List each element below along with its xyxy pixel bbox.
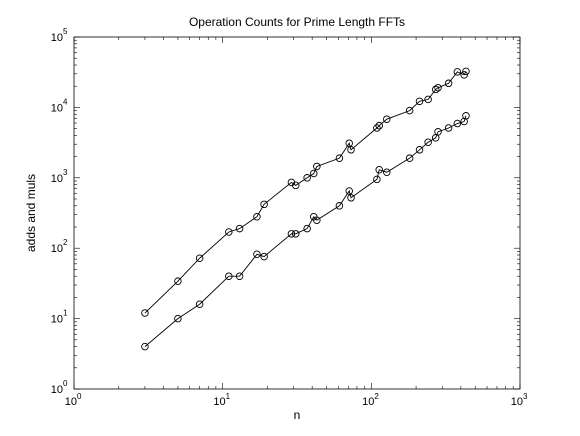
data-point bbox=[444, 124, 453, 132]
x-tick-label-exponent: 2 bbox=[374, 392, 379, 401]
data-point bbox=[174, 314, 182, 323]
data-point bbox=[383, 115, 391, 123]
data-point bbox=[303, 174, 311, 182]
y-tick-label-exponent: 1 bbox=[63, 309, 68, 318]
series-layer bbox=[141, 67, 470, 351]
y-tick-label-exponent: 4 bbox=[63, 97, 68, 106]
data-point bbox=[347, 194, 355, 202]
data-point bbox=[373, 124, 381, 132]
data-point bbox=[405, 106, 414, 115]
data-point bbox=[225, 272, 233, 280]
data-point bbox=[453, 119, 462, 128]
data-point bbox=[434, 128, 442, 136]
x-axis-label: n bbox=[294, 408, 301, 422]
data-point bbox=[415, 97, 424, 106]
data-point bbox=[460, 71, 468, 79]
x-tick-label: 10 0 bbox=[65, 392, 82, 408]
y-tick-label: 104 bbox=[51, 97, 68, 114]
x-tick-label-base: 10 bbox=[511, 396, 523, 408]
data-point bbox=[225, 228, 233, 236]
data-point bbox=[415, 146, 424, 154]
y-tick-label: 105 bbox=[51, 27, 68, 44]
y-tick-label-base: 10 bbox=[51, 243, 63, 255]
data-point bbox=[345, 187, 353, 195]
data-point bbox=[195, 254, 204, 262]
data-point bbox=[431, 85, 440, 94]
data-point bbox=[310, 169, 318, 178]
data-point bbox=[335, 154, 344, 162]
data-point bbox=[373, 175, 381, 184]
data-point bbox=[424, 138, 432, 146]
x-tick-labels: 10 0 10 1 10 2 10 3 bbox=[65, 392, 528, 408]
data-point bbox=[405, 154, 414, 162]
data-point bbox=[287, 230, 296, 238]
series-2 bbox=[141, 112, 470, 351]
x-tick-label-exponent: 0 bbox=[77, 392, 82, 401]
data-point bbox=[235, 224, 244, 233]
data-point bbox=[375, 166, 383, 174]
data-point bbox=[375, 121, 383, 130]
y-tick-label: 103 bbox=[51, 168, 68, 185]
data-point bbox=[141, 309, 149, 317]
data-point bbox=[383, 168, 391, 176]
y-tick-label: 102 bbox=[51, 238, 68, 255]
data-point bbox=[253, 212, 261, 221]
data-point bbox=[303, 224, 311, 233]
data-point bbox=[260, 252, 268, 261]
data-point bbox=[462, 112, 470, 120]
chart-title: Operation Counts for Prime Length FFTs bbox=[189, 15, 405, 29]
data-point bbox=[453, 68, 462, 76]
data-point bbox=[335, 202, 344, 210]
x-tick-label: 10 3 bbox=[511, 392, 528, 408]
y-tick-label-base: 10 bbox=[51, 32, 63, 44]
data-point bbox=[291, 230, 300, 238]
axis-ticks bbox=[73, 36, 521, 390]
data-point bbox=[195, 300, 204, 308]
data-point bbox=[260, 200, 268, 209]
y-tick-label-exponent: 0 bbox=[63, 379, 68, 388]
x-tick-label-base: 10 bbox=[362, 396, 374, 408]
y-tick-label-exponent: 5 bbox=[63, 27, 68, 36]
data-point bbox=[174, 277, 182, 285]
series-2-line bbox=[144, 115, 467, 347]
x-tick-label: 10 2 bbox=[362, 392, 379, 408]
y-tick-label-base: 10 bbox=[51, 173, 63, 185]
data-point bbox=[444, 79, 453, 88]
y-tick-label-base: 10 bbox=[51, 102, 63, 114]
x-tick-label-base: 10 bbox=[65, 396, 77, 408]
series-1-line bbox=[144, 71, 467, 314]
x-tick-label-base: 10 bbox=[213, 396, 225, 408]
y-tick-label-base: 10 bbox=[51, 314, 63, 326]
x-tick-label-exponent: 1 bbox=[226, 392, 231, 401]
data-point bbox=[141, 342, 149, 351]
y-tick-label-exponent: 3 bbox=[63, 168, 68, 177]
x-tick-label: 10 1 bbox=[213, 392, 230, 408]
y-tick-label-exponent: 2 bbox=[63, 238, 68, 247]
y-tick-label: 100 bbox=[51, 379, 68, 396]
data-point bbox=[235, 272, 244, 280]
data-point bbox=[253, 250, 261, 259]
data-point bbox=[313, 162, 321, 171]
x-tick-label-exponent: 3 bbox=[523, 392, 528, 401]
y-tick-label-base: 10 bbox=[51, 384, 63, 396]
plot-frame bbox=[73, 36, 521, 390]
series-1 bbox=[141, 67, 470, 317]
data-point bbox=[434, 84, 442, 92]
data-point bbox=[313, 216, 321, 224]
y-axis-label: adds and muls bbox=[24, 174, 38, 252]
data-point bbox=[347, 146, 355, 154]
data-point bbox=[462, 67, 470, 76]
data-point bbox=[424, 95, 432, 104]
data-point bbox=[291, 181, 300, 190]
y-tick-label: 101 bbox=[51, 309, 68, 326]
